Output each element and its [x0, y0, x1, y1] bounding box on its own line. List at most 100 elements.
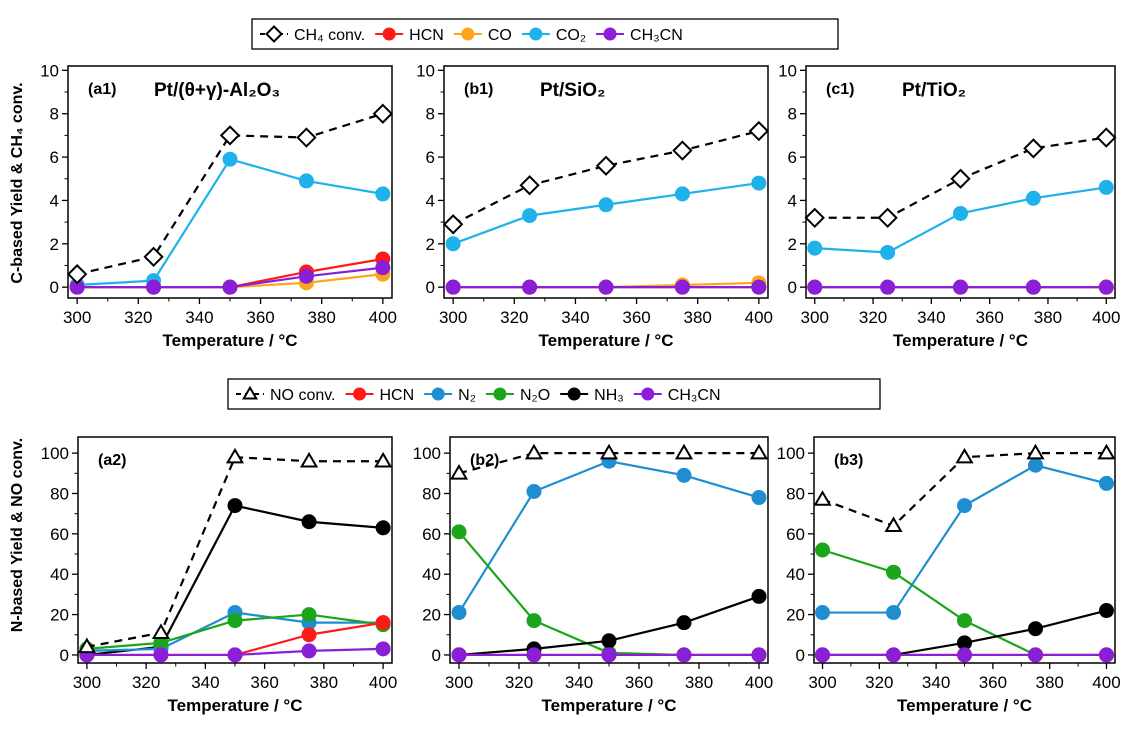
- panel-b3: 300 320 340 360 380 400 0 20 40 60 80 100 Temperatur…: [777, 436, 1121, 715]
- y-tick-label: 40: [50, 565, 69, 584]
- data-point: [1098, 603, 1114, 619]
- data-point: [296, 127, 317, 148]
- data-point: [1096, 127, 1117, 148]
- y-tick-label: 8: [426, 105, 435, 124]
- x-tick-label: 340: [922, 673, 950, 692]
- x-tick-label: 400: [369, 308, 397, 327]
- series-line: [452, 181, 759, 245]
- data-point: [955, 447, 974, 464]
- legend-bottom: NO conv. HCN N₂ N₂O NH₃ CH₃CN: [227, 378, 881, 410]
- data-point: [957, 613, 972, 629]
- y-tick-label: 20: [50, 606, 69, 625]
- x-tick-label: 340: [561, 308, 589, 327]
- data-point: [1025, 279, 1041, 295]
- data-point: [807, 279, 823, 295]
- data-point: [598, 279, 614, 295]
- data-point: [751, 279, 767, 295]
- data-point: [957, 498, 972, 514]
- data-point: [676, 615, 692, 631]
- legend-label: N₂: [458, 387, 476, 404]
- data-point: [953, 205, 968, 221]
- data-point: [1023, 138, 1044, 159]
- legend-label: HCN: [409, 27, 444, 44]
- data-point: [880, 279, 896, 295]
- y-tick-label: 4: [788, 191, 797, 210]
- legend-swatch-marker: [603, 27, 617, 41]
- x-axis-label: Temperature / °C: [539, 331, 674, 350]
- series-ch3cn: [815, 647, 1114, 663]
- data-point: [443, 214, 464, 235]
- data-point: [374, 451, 393, 468]
- x-tick-label: 380: [685, 673, 713, 692]
- panel-b1: 300 320 340 360 380 400 0 2 4 6 8 10 Temperature / °…: [416, 61, 773, 350]
- y-tick-label: 10: [40, 61, 59, 80]
- legend-item-ch3cn: CH₃CN: [596, 27, 683, 44]
- y-tick-label: 80: [786, 485, 805, 504]
- legend-item-hcn: HCN: [345, 387, 414, 404]
- x-tick-label: 360: [625, 673, 653, 692]
- y-tick-label: 4: [426, 191, 435, 210]
- y-tick-label: 40: [786, 565, 805, 584]
- y-tick-label: 40: [422, 565, 441, 584]
- y-tick-label: 8: [50, 105, 59, 124]
- data-point: [886, 647, 902, 663]
- x-tick-label: 340: [565, 673, 593, 692]
- x-tick-label: 400: [745, 308, 773, 327]
- y-tick-label: 0: [60, 646, 69, 665]
- data-point: [1098, 179, 1114, 195]
- data-point: [449, 463, 469, 480]
- y-tick-label: 6: [426, 148, 435, 167]
- x-tick-label: 380: [310, 673, 338, 692]
- data-point: [375, 641, 391, 657]
- x-tick-label: 320: [865, 673, 893, 692]
- data-point: [804, 207, 825, 228]
- panel-a2: 300 320 340 360 380 400 0 20 40 60 80 100 Temperatur…: [41, 436, 397, 715]
- data-point: [519, 175, 540, 196]
- y-tick-label: 2: [788, 235, 797, 254]
- data-point: [372, 103, 393, 124]
- y-tick-label: 10: [778, 61, 797, 80]
- x-tick-label: 320: [132, 673, 160, 692]
- series-line: [86, 456, 384, 648]
- x-tick-label: 380: [1034, 308, 1062, 327]
- x-tick-label: 360: [246, 308, 274, 327]
- series-line: [76, 112, 384, 276]
- panel-label: (b3): [834, 452, 863, 469]
- series-ch3cn: [451, 647, 767, 663]
- data-point: [375, 186, 391, 202]
- legend-item-n2: N₂: [424, 387, 476, 404]
- data-point: [451, 605, 467, 621]
- data-point: [153, 647, 169, 663]
- legend-swatch-marker: [529, 27, 543, 41]
- legend-swatch-marker: [353, 387, 366, 401]
- panel-label: (b1): [464, 81, 493, 98]
- data-point: [222, 151, 238, 167]
- x-tick-label: 320: [500, 308, 528, 327]
- data-point: [595, 155, 617, 176]
- data-point: [601, 633, 617, 649]
- x-tick-label: 320: [505, 673, 533, 692]
- x-tick-label: 300: [801, 308, 829, 327]
- series-co2: [807, 179, 1114, 260]
- y-tick-label: 0: [432, 646, 441, 665]
- data-point: [445, 279, 461, 295]
- data-point: [522, 279, 538, 295]
- legend-item-no-conv: NO conv.: [236, 385, 336, 404]
- x-tick-label: 300: [808, 673, 836, 692]
- data-point: [151, 623, 171, 639]
- series-n2: [451, 453, 767, 621]
- x-axis-label: Temperature / °C: [897, 696, 1032, 715]
- data-point: [748, 120, 769, 142]
- y-tick-label: 100: [413, 444, 441, 463]
- legend-item-nh3: NH₃: [560, 387, 624, 404]
- x-tick-label: 360: [622, 308, 650, 327]
- legend-box: [227, 378, 881, 410]
- x-tick-label: 320: [124, 308, 152, 327]
- data-point: [815, 542, 831, 558]
- legend-swatch-marker: [382, 27, 396, 41]
- data-point: [751, 647, 767, 663]
- data-point: [815, 647, 831, 663]
- y-tick-label: 0: [50, 278, 59, 297]
- y-tick-label: 10: [416, 61, 435, 80]
- panel-b2: 300 320 340 360 380 400 0 20 40 60 80 100 Temperatur…: [413, 436, 773, 715]
